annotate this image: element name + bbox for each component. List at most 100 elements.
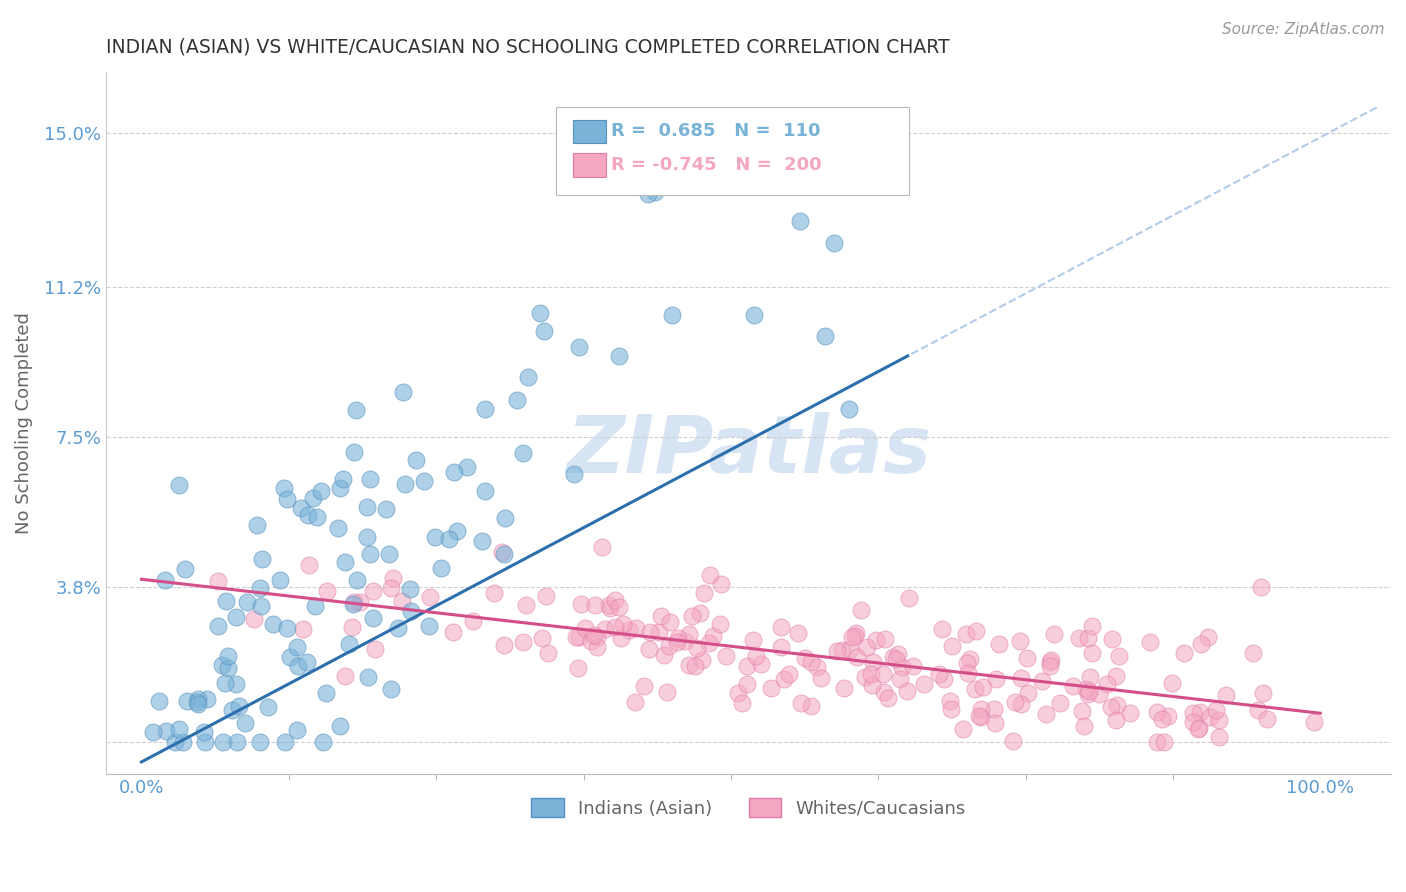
Point: [565, 631, 588, 645]
Point: [392, 384, 415, 399]
Point: [644, 185, 666, 199]
Point: [800, 699, 823, 714]
Point: [956, 656, 979, 670]
Point: [970, 701, 993, 715]
Y-axis label: No Schooling Completed: No Schooling Completed: [15, 312, 32, 534]
Point: [217, 660, 239, 674]
Point: [598, 598, 620, 612]
Point: [346, 573, 368, 587]
Point: [1108, 649, 1130, 664]
Point: [759, 681, 782, 696]
Point: [1073, 719, 1095, 733]
Point: [356, 530, 378, 544]
Point: [291, 622, 314, 636]
Point: [494, 547, 516, 561]
Legend: Indians (Asian), Whites/Caucasians: Indians (Asian), Whites/Caucasians: [524, 791, 973, 825]
Point: [787, 626, 810, 640]
Point: [326, 521, 349, 535]
Point: [1081, 646, 1104, 660]
Point: [744, 309, 766, 323]
Point: [309, 483, 332, 498]
Point: [952, 722, 974, 736]
Point: [972, 681, 994, 695]
Point: [298, 558, 321, 573]
Point: [405, 453, 427, 467]
Point: [297, 508, 319, 523]
Point: [1182, 706, 1205, 720]
Point: [603, 592, 626, 607]
Point: [443, 624, 465, 639]
FancyBboxPatch shape: [555, 107, 910, 194]
Point: [709, 616, 731, 631]
Point: [1107, 698, 1129, 712]
Point: [710, 576, 733, 591]
Point: [242, 611, 264, 625]
Point: [1302, 715, 1324, 730]
Point: [285, 723, 308, 737]
Point: [398, 582, 420, 596]
Point: [568, 339, 591, 353]
Point: [225, 677, 247, 691]
Point: [702, 629, 724, 643]
Point: [856, 640, 879, 654]
Point: [749, 657, 772, 671]
Point: [1189, 637, 1212, 651]
Point: [249, 581, 271, 595]
Point: [959, 652, 981, 666]
Point: [456, 460, 478, 475]
Point: [678, 627, 700, 641]
Point: [689, 606, 711, 620]
Point: [603, 620, 626, 634]
Point: [207, 574, 229, 589]
Point: [262, 616, 284, 631]
Point: [356, 500, 378, 515]
Point: [1097, 677, 1119, 691]
Point: [474, 402, 496, 417]
Point: [193, 724, 215, 739]
Point: [276, 491, 298, 506]
Point: [838, 401, 860, 416]
Point: [773, 673, 796, 687]
Point: [1078, 669, 1101, 683]
Point: [624, 695, 647, 709]
Point: [939, 694, 962, 708]
Point: [305, 510, 328, 524]
Point: [329, 719, 352, 733]
Point: [941, 702, 963, 716]
Point: [173, 562, 195, 576]
Point: [877, 691, 900, 706]
Point: [257, 700, 280, 714]
Point: [172, 734, 194, 748]
Point: [579, 633, 602, 648]
Point: [567, 661, 589, 675]
Point: [378, 547, 401, 561]
Point: [844, 629, 866, 643]
Point: [430, 561, 453, 575]
Point: [735, 658, 758, 673]
Point: [800, 655, 823, 669]
Point: [1250, 580, 1272, 594]
Point: [412, 474, 434, 488]
Point: [585, 640, 607, 654]
Text: INDIAN (ASIAN) VS WHITE/CAUCASIAN NO SCHOOLING COMPLETED CORRELATION CHART: INDIAN (ASIAN) VS WHITE/CAUCASIAN NO SCH…: [105, 37, 949, 56]
Point: [332, 471, 354, 485]
Point: [515, 598, 537, 612]
Point: [673, 633, 696, 648]
Text: ZIPatlas: ZIPatlas: [567, 412, 931, 490]
Point: [207, 619, 229, 633]
Point: [714, 649, 737, 664]
Point: [315, 685, 337, 699]
Point: [591, 541, 613, 555]
Point: [1256, 713, 1278, 727]
Point: [534, 589, 557, 603]
Point: [461, 615, 484, 629]
Point: [446, 524, 468, 539]
Point: [831, 643, 853, 657]
Point: [1070, 704, 1092, 718]
Point: [1208, 730, 1230, 744]
Point: [599, 601, 621, 615]
Point: [965, 624, 987, 639]
Point: [482, 586, 505, 600]
Point: [187, 698, 209, 712]
Point: [342, 597, 364, 611]
